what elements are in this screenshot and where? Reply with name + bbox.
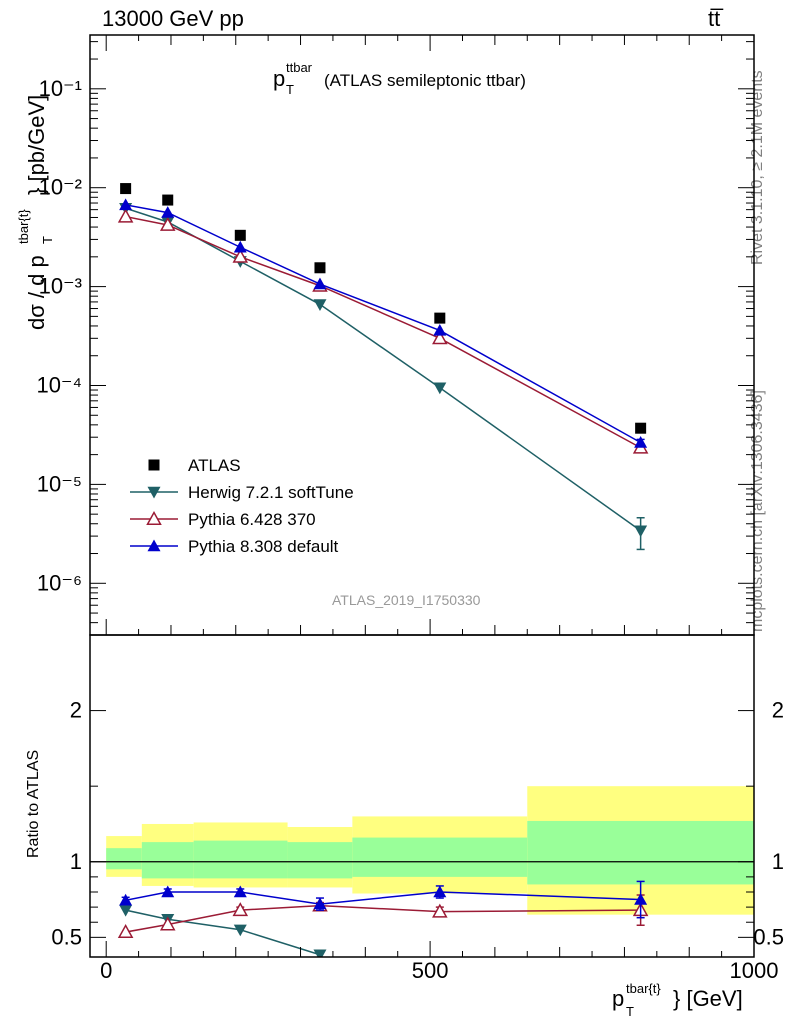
main-point-3 (119, 198, 133, 211)
main-point-1 (634, 525, 648, 538)
band-inner-3 (287, 842, 353, 879)
legend-marker (148, 459, 160, 471)
ratio-y-tick-label-right: 1 (772, 849, 784, 874)
title-p: p (273, 66, 285, 91)
main-point-2 (432, 330, 448, 345)
band-inner-5 (527, 820, 754, 885)
y-tick-label: 10⁻⁴ (36, 372, 82, 397)
main-point-0 (234, 229, 246, 241)
legend-label: Pythia 6.428 370 (188, 510, 316, 529)
x-axis-label: p tbar{t} T } [GeV] (612, 981, 743, 1019)
y-tick-label: 10⁻² (39, 175, 82, 200)
xlabel-unit: } [GeV] (673, 986, 743, 1011)
ratio-point-2 (161, 885, 175, 898)
ratio-point-1 (432, 903, 448, 918)
rivet-label: Rivet 3.1.10, ≥ 2.1M events (749, 70, 766, 265)
main-line-3 (125, 204, 641, 444)
band-inner-1 (141, 842, 194, 879)
y-tick-label: 10⁻¹ (39, 76, 82, 101)
main-point-0 (635, 422, 647, 434)
ratio-point-2 (634, 893, 648, 905)
main-point-2 (232, 248, 249, 263)
main-point-1 (313, 299, 327, 311)
series-layer (117, 183, 649, 957)
y-tick-label: 10⁻⁵ (37, 471, 82, 496)
title-sub: T (286, 82, 294, 97)
plot-title: p ttbar T (ATLAS semileptonic ttbar) (273, 60, 526, 97)
main-point-0 (120, 183, 132, 195)
x-tick-label: 500 (412, 958, 449, 983)
ylabel-main-unit: } [pb/GeV] (24, 95, 49, 195)
ratio-y-tick-label: 2 (70, 698, 82, 723)
ratio-point-1 (159, 916, 176, 931)
ratio-y-label: Ratio to ATLAS (25, 750, 42, 858)
analysis-id: ATLAS_2019_I1750330 (332, 592, 481, 608)
y-tick-label: 10⁻³ (39, 274, 82, 299)
xlabel-sub: T (626, 1004, 634, 1019)
ratio-point-2 (313, 897, 327, 910)
title-rest: (ATLAS semileptonic ttbar) (324, 71, 526, 90)
ylabel-main-sub: T (40, 236, 55, 244)
main-point-0 (434, 312, 446, 324)
ratio-y-tick-label: 0.5 (51, 924, 82, 949)
main-point-3 (433, 323, 447, 336)
legend-label: ATLAS (188, 456, 241, 475)
legend: ATLAS Herwig 7.2.1 softTune Pythia 6.428 3… (130, 456, 354, 556)
main-point-3 (634, 436, 648, 448)
ratio-point-1 (117, 924, 134, 939)
main-point-3 (233, 240, 247, 253)
legend-label: Pythia 8.308 default (188, 537, 339, 556)
main-point-1 (433, 382, 447, 395)
legend-label: Herwig 7.2.1 softTune (188, 483, 354, 502)
band-inner-4 (352, 837, 528, 877)
title-sup: ttbar (286, 60, 313, 75)
ratio-point-1 (232, 902, 249, 917)
ratio-y-tick-label-right: 0.5 (753, 924, 784, 949)
ylabel-main-sup: tbar{t} (16, 209, 31, 244)
ratio-bands (106, 786, 754, 915)
ylabel-main: dσ / d p (24, 255, 49, 330)
main-point-2 (159, 216, 176, 231)
legend-marker (147, 539, 161, 552)
ratio-line-2 (125, 891, 641, 905)
ratio-point-2 (119, 893, 133, 906)
ratio-point-2 (233, 885, 247, 898)
x-tick-label: 0 (100, 958, 112, 983)
main-line-1 (125, 207, 642, 532)
main-point-3 (161, 206, 175, 218)
main-point-3 (313, 277, 327, 290)
ticks-layer: 10⁻⁶ 10⁻⁵ 10⁻⁴ 10⁻³ 10⁻² 10⁻¹ 0.5 0.5 1 1 2 2 0 500 10… (36, 35, 784, 983)
y-tick-label: 10⁻⁶ (37, 570, 82, 595)
legend-marker (147, 486, 161, 499)
ratio-panel-frame (89, 634, 755, 958)
ratio-point-0 (313, 949, 327, 957)
xlabel-p: p (612, 986, 624, 1011)
ratio-y-tick-label: 1 (70, 849, 82, 874)
main-point-0 (314, 262, 326, 274)
band-inner-2 (193, 840, 288, 879)
ratio-point-2 (433, 885, 447, 898)
ratio-y-tick-label-right: 2 (772, 698, 784, 723)
ratio-line-1 (125, 904, 641, 933)
xlabel-sup: tbar{t} (626, 981, 661, 996)
main-point-2 (117, 208, 134, 223)
main-line-2 (125, 215, 641, 449)
ratio-point-0 (233, 924, 247, 937)
x-tick-label: 1000 (730, 958, 779, 983)
main-y-label: dσ / d p tbar{t} T } [pb/GeV] (16, 95, 55, 330)
ratio-line-0 (125, 909, 321, 956)
header-label: 13000 GeV pp (102, 6, 244, 31)
mcplots-label: mcplots.cern.ch [arXiv:1306.3436] (749, 390, 766, 632)
process-label: tt̅ (708, 6, 724, 31)
main-point-0 (162, 194, 174, 206)
legend-marker (146, 510, 162, 525)
ratio-point-0 (119, 904, 133, 917)
band-inner-0 (106, 848, 142, 870)
ratio-series (117, 880, 649, 957)
